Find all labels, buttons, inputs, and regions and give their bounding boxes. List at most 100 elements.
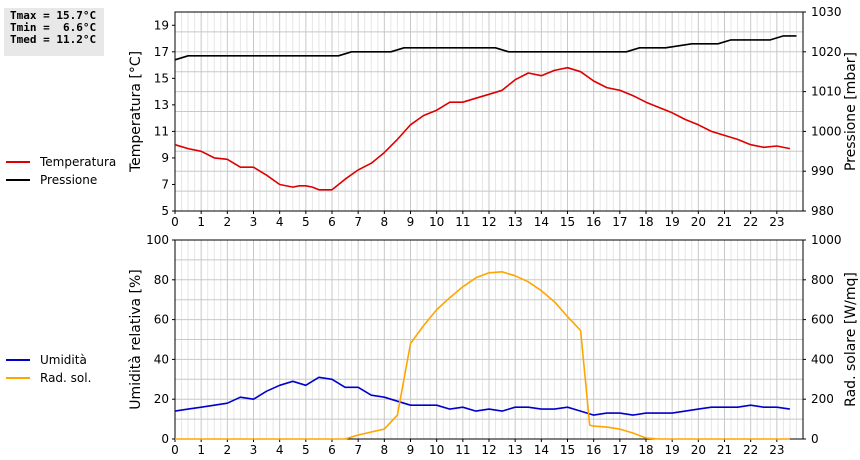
y2-tick-label: 0	[811, 432, 819, 446]
x-tick-label: 9	[407, 443, 415, 457]
x-tick-label: 17	[612, 215, 627, 229]
x-tick-label: 20	[691, 215, 706, 229]
x-tick-label: 21	[717, 443, 732, 457]
x-tick-label: 1	[197, 443, 205, 457]
temperature-stats-box: Tmax = 15.7°C Tmin = 6.6°C Tmed = 11.2°C	[4, 8, 104, 56]
x-tick-label: 16	[586, 443, 601, 457]
series-line-umidit	[174, 376, 791, 416]
stat-tmin: Tmin = 6.6°C	[10, 21, 97, 34]
chart-panel-1: 0 1 2 3 4 5 6 7 8 9 10 11 12 13 14 15 16 17 18 19 20 21 22 2357…	[128, 5, 859, 229]
x-tick-label: 18	[638, 215, 653, 229]
y2-axis-title: Rad. solare [W/mq]	[843, 272, 859, 407]
x-tick-label: 6	[328, 215, 336, 229]
x-tick-label: 0	[171, 215, 179, 229]
y-tick-label: 0	[161, 432, 169, 446]
y-axis-title: Umidità relativa [%]	[128, 269, 144, 410]
y-tick-label: 17	[154, 45, 169, 59]
x-tick-label: 21	[717, 215, 732, 229]
y-tick-label: 80	[154, 273, 169, 287]
legend-label-umidita: Umidità	[40, 353, 87, 367]
chart-panel-2: 0 1 2 3 4 5 6 7 8 9 10 11 12 13 14 15 16 17 18 19 20 21 22 2302…	[128, 233, 859, 457]
legend-swatch-umidita	[6, 359, 30, 361]
x-tick-label: 2	[224, 215, 232, 229]
legend-label-radsol: Rad. sol.	[40, 371, 92, 385]
stat-tmax: Tmax = 15.7°C	[10, 9, 97, 22]
y-tick-label: 19	[154, 18, 169, 32]
stat-tmed: Tmed = 11.2°C	[10, 33, 97, 46]
x-tick-label: 6	[328, 443, 336, 457]
x-tick-label: 14	[534, 443, 549, 457]
y2-axis-title: Pressione [mbar]	[843, 52, 859, 171]
y2-tick-label: 1030	[811, 5, 842, 19]
x-tick-label: 7	[354, 215, 362, 229]
x-tick-label: 9	[407, 215, 415, 229]
legend-swatch-pressione	[6, 179, 30, 181]
x-tick-label: 15	[560, 443, 575, 457]
x-tick-label: 22	[743, 215, 758, 229]
x-tick-label: 11	[455, 215, 470, 229]
y-tick-label: 60	[154, 313, 169, 327]
y-tick-label: 15	[154, 71, 169, 85]
x-tick-label: 19	[665, 215, 680, 229]
y2-tick-label: 1000	[811, 124, 842, 138]
legend-item-radsol: Rad. sol.	[6, 369, 91, 387]
x-tick-label: 7	[354, 443, 362, 457]
y-axis-title: Temperatura [°C]	[128, 51, 144, 173]
x-tick-label: 20	[691, 443, 706, 457]
y2-tick-label: 980	[811, 204, 834, 218]
x-tick-label: 8	[381, 443, 389, 457]
x-tick-label: 14	[534, 215, 549, 229]
legend-swatch-radsol	[6, 377, 30, 379]
y2-tick-label: 200	[811, 392, 834, 406]
legend-label-pressione: Pressione	[40, 173, 98, 187]
x-tick-label: 12	[481, 443, 496, 457]
x-tick-label: 18	[638, 443, 653, 457]
x-tick-label: 23	[769, 215, 784, 229]
legend-item-umidita: Umidità	[6, 351, 91, 369]
x-tick-label: 17	[612, 443, 627, 457]
legend-bottom: Umidità Rad. sol.	[6, 351, 91, 387]
y2-tick-label: 1010	[811, 85, 842, 99]
x-tick-label: 3	[250, 443, 258, 457]
x-tick-label: 10	[429, 443, 444, 457]
legend-item-pressione: Pressione	[6, 171, 116, 189]
y2-tick-label: 600	[811, 313, 834, 327]
y-tick-label: 20	[154, 392, 169, 406]
y2-tick-label: 1020	[811, 45, 842, 59]
x-tick-label: 23	[769, 443, 784, 457]
legend-swatch-temperatura	[6, 161, 30, 163]
x-tick-label: 0	[171, 443, 179, 457]
y-tick-label: 100	[146, 233, 169, 247]
x-tick-label: 16	[586, 215, 601, 229]
y-tick-label: 11	[154, 124, 169, 138]
x-tick-label: 5	[302, 215, 310, 229]
legend-top: Temperatura Pressione	[6, 153, 116, 189]
legend-item-temperatura: Temperatura	[6, 153, 116, 171]
x-tick-label: 13	[508, 215, 523, 229]
x-tick-label: 3	[250, 215, 258, 229]
y2-tick-label: 1000	[811, 233, 842, 247]
series-line-temperatura	[174, 66, 791, 191]
y-tick-label: 7	[161, 177, 169, 191]
x-tick-label: 2	[224, 443, 232, 457]
y2-tick-label: 990	[811, 164, 834, 178]
y-tick-label: 13	[154, 98, 169, 112]
x-tick-label: 4	[276, 215, 284, 229]
x-tick-label: 11	[455, 443, 470, 457]
x-tick-label: 5	[302, 443, 310, 457]
x-tick-label: 22	[743, 443, 758, 457]
y-tick-label: 40	[154, 352, 169, 366]
x-tick-label: 12	[481, 215, 496, 229]
x-tick-label: 15	[560, 215, 575, 229]
x-tick-label: 1	[197, 215, 205, 229]
y-tick-label: 5	[161, 204, 169, 218]
series-line-rad-sol	[175, 270, 790, 440]
x-tick-label: 10	[429, 215, 444, 229]
series-line-pressione	[174, 35, 797, 61]
y2-tick-label: 800	[811, 273, 834, 287]
x-tick-label: 13	[508, 443, 523, 457]
x-tick-label: 8	[381, 215, 389, 229]
legend-label-temperatura: Temperatura	[40, 155, 117, 169]
y2-tick-label: 400	[811, 352, 834, 366]
